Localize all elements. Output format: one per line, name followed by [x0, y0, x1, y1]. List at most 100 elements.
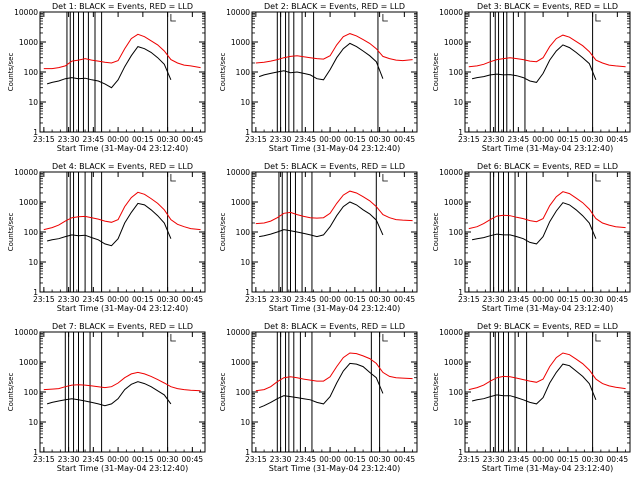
plot-frame: [464, 331, 631, 453]
y-tick-label: 1000: [19, 358, 38, 367]
x-tick-label: 23:30: [483, 295, 505, 304]
x-tick-label: 23:15: [458, 135, 480, 144]
x-tick-label: 00:45: [182, 135, 204, 144]
x-tick-label: 23:15: [245, 295, 267, 304]
y-tick-label: 10: [453, 258, 463, 267]
y-tick-label: 1000: [444, 38, 463, 47]
y-axis-label: Counts/sec: [7, 373, 15, 412]
x-tick-label: 00:00: [107, 455, 129, 464]
series-line-events: [46, 202, 172, 247]
x-tick-label: 23:45: [83, 295, 105, 304]
x-tick-label: 00:45: [182, 295, 204, 304]
series-line-lld: [255, 352, 413, 392]
x-tick-label: 23:30: [270, 135, 292, 144]
x-tick-label: 00:00: [532, 455, 554, 464]
x-tick-label: 23:30: [483, 135, 505, 144]
x-tick-label: 23:45: [295, 135, 317, 144]
panel-title: Det 3: BLACK = Events, RED = LLD: [477, 2, 618, 11]
state-marker: [595, 334, 601, 342]
y-axis-label: Counts/sec: [7, 213, 15, 252]
y-tick-label: 100: [449, 68, 464, 77]
state-marker: [170, 334, 176, 342]
y-tick-label: 100: [24, 388, 39, 397]
series-line-lld: [43, 33, 201, 70]
x-tick-label: 00:30: [157, 455, 179, 464]
detector-panel-7: Det 7: BLACK = Events, RED = LLD 1 10 100 10…: [7, 322, 206, 473]
x-tick-label: 00:15: [557, 135, 579, 144]
y-tick-label: 100: [24, 68, 39, 77]
x-tick-label: 23:15: [245, 455, 267, 464]
x-tick-label: 23:45: [508, 295, 530, 304]
x-axis-label: Start Time (31-May-04 23:12:40): [269, 464, 400, 473]
y-axis-label: Counts/sec: [432, 373, 440, 412]
x-tick-label: 00:15: [344, 455, 366, 464]
state-marker: [170, 14, 176, 22]
y-tick-label: 10000: [14, 168, 38, 177]
detector-panel-3: Det 3: BLACK = Events, RED = LLD 1 10 100 10…: [432, 2, 631, 153]
series-line-events: [471, 44, 597, 83]
series-line-events: [46, 46, 172, 89]
y-tick-label: 100: [236, 388, 251, 397]
series-line-events: [471, 363, 597, 405]
y-tick-label: 10000: [226, 8, 250, 17]
y-tick-label: 10: [28, 418, 38, 427]
y-tick-label: 100: [236, 68, 251, 77]
x-tick-label: 00:15: [557, 455, 579, 464]
series-line-lld: [255, 33, 413, 64]
y-axis-label: Counts/sec: [219, 373, 227, 412]
y-tick-label: 100: [449, 388, 464, 397]
y-tick-label: 10: [28, 98, 38, 107]
series-line-events: [258, 42, 384, 81]
panel-title: Det 1: BLACK = Events, RED = LLD: [52, 2, 193, 11]
x-tick-label: 00:15: [132, 295, 154, 304]
y-tick-label: 10: [240, 418, 250, 427]
detector-panel-5: Det 5: BLACK = Events, RED = LLD 1 10 100 10…: [219, 162, 418, 313]
series-line-lld: [43, 371, 201, 392]
x-tick-label: 00:00: [532, 135, 554, 144]
y-tick-label: 1: [33, 288, 38, 297]
panel-title: Det 4: BLACK = Events, RED = LLD: [52, 162, 193, 171]
x-tick-label: 00:15: [344, 135, 366, 144]
x-tick-label: 00:30: [582, 295, 604, 304]
x-tick-label: 23:45: [508, 135, 530, 144]
x-tick-label: 00:00: [532, 295, 554, 304]
y-axis-label: Counts/sec: [7, 53, 15, 92]
x-tick-label: 00:45: [182, 455, 204, 464]
x-tick-label: 23:45: [83, 135, 105, 144]
plot-frame: [251, 331, 418, 453]
y-tick-label: 100: [24, 228, 39, 237]
series-line-lld: [255, 190, 413, 225]
detector-panel-9: Det 9: BLACK = Events, RED = LLD 1 10 100 10…: [432, 322, 631, 473]
x-tick-label: 00:30: [369, 295, 391, 304]
x-tick-label: 23:30: [270, 295, 292, 304]
x-axis-label: Start Time (31-May-04 23:12:40): [57, 464, 188, 473]
y-tick-label: 10000: [439, 328, 463, 337]
x-tick-label: 00:15: [344, 295, 366, 304]
state-marker: [382, 174, 388, 182]
x-tick-label: 00:30: [582, 135, 604, 144]
y-tick-label: 1: [33, 448, 38, 457]
y-tick-label: 10000: [14, 8, 38, 17]
y-tick-label: 1: [458, 448, 463, 457]
state-marker: [170, 174, 176, 182]
panel-title: Det 2: BLACK = Events, RED = LLD: [264, 2, 405, 11]
plot-frame: [464, 11, 631, 133]
x-tick-label: 00:45: [394, 135, 416, 144]
detector-panel-2: Det 2: BLACK = Events, RED = LLD 1 10 100 10…: [219, 2, 418, 153]
detector-panel-4: Det 4: BLACK = Events, RED = LLD 1 10 100 10…: [7, 162, 206, 313]
x-tick-label: 23:45: [295, 455, 317, 464]
y-tick-label: 1000: [231, 198, 250, 207]
x-tick-label: 23:30: [58, 455, 80, 464]
y-tick-label: 1: [33, 128, 38, 137]
series-line-lld: [468, 34, 626, 68]
x-tick-label: 00:45: [607, 135, 629, 144]
panel-title: Det 8: BLACK = Events, RED = LLD: [264, 322, 405, 331]
x-tick-label: 00:15: [132, 135, 154, 144]
x-tick-label: 23:45: [295, 295, 317, 304]
x-tick-label: 00:00: [107, 295, 129, 304]
x-tick-label: 23:15: [33, 455, 55, 464]
x-axis-label: Start Time (31-May-04 23:12:40): [57, 304, 188, 313]
x-tick-label: 00:15: [557, 295, 579, 304]
y-tick-label: 1000: [444, 358, 463, 367]
